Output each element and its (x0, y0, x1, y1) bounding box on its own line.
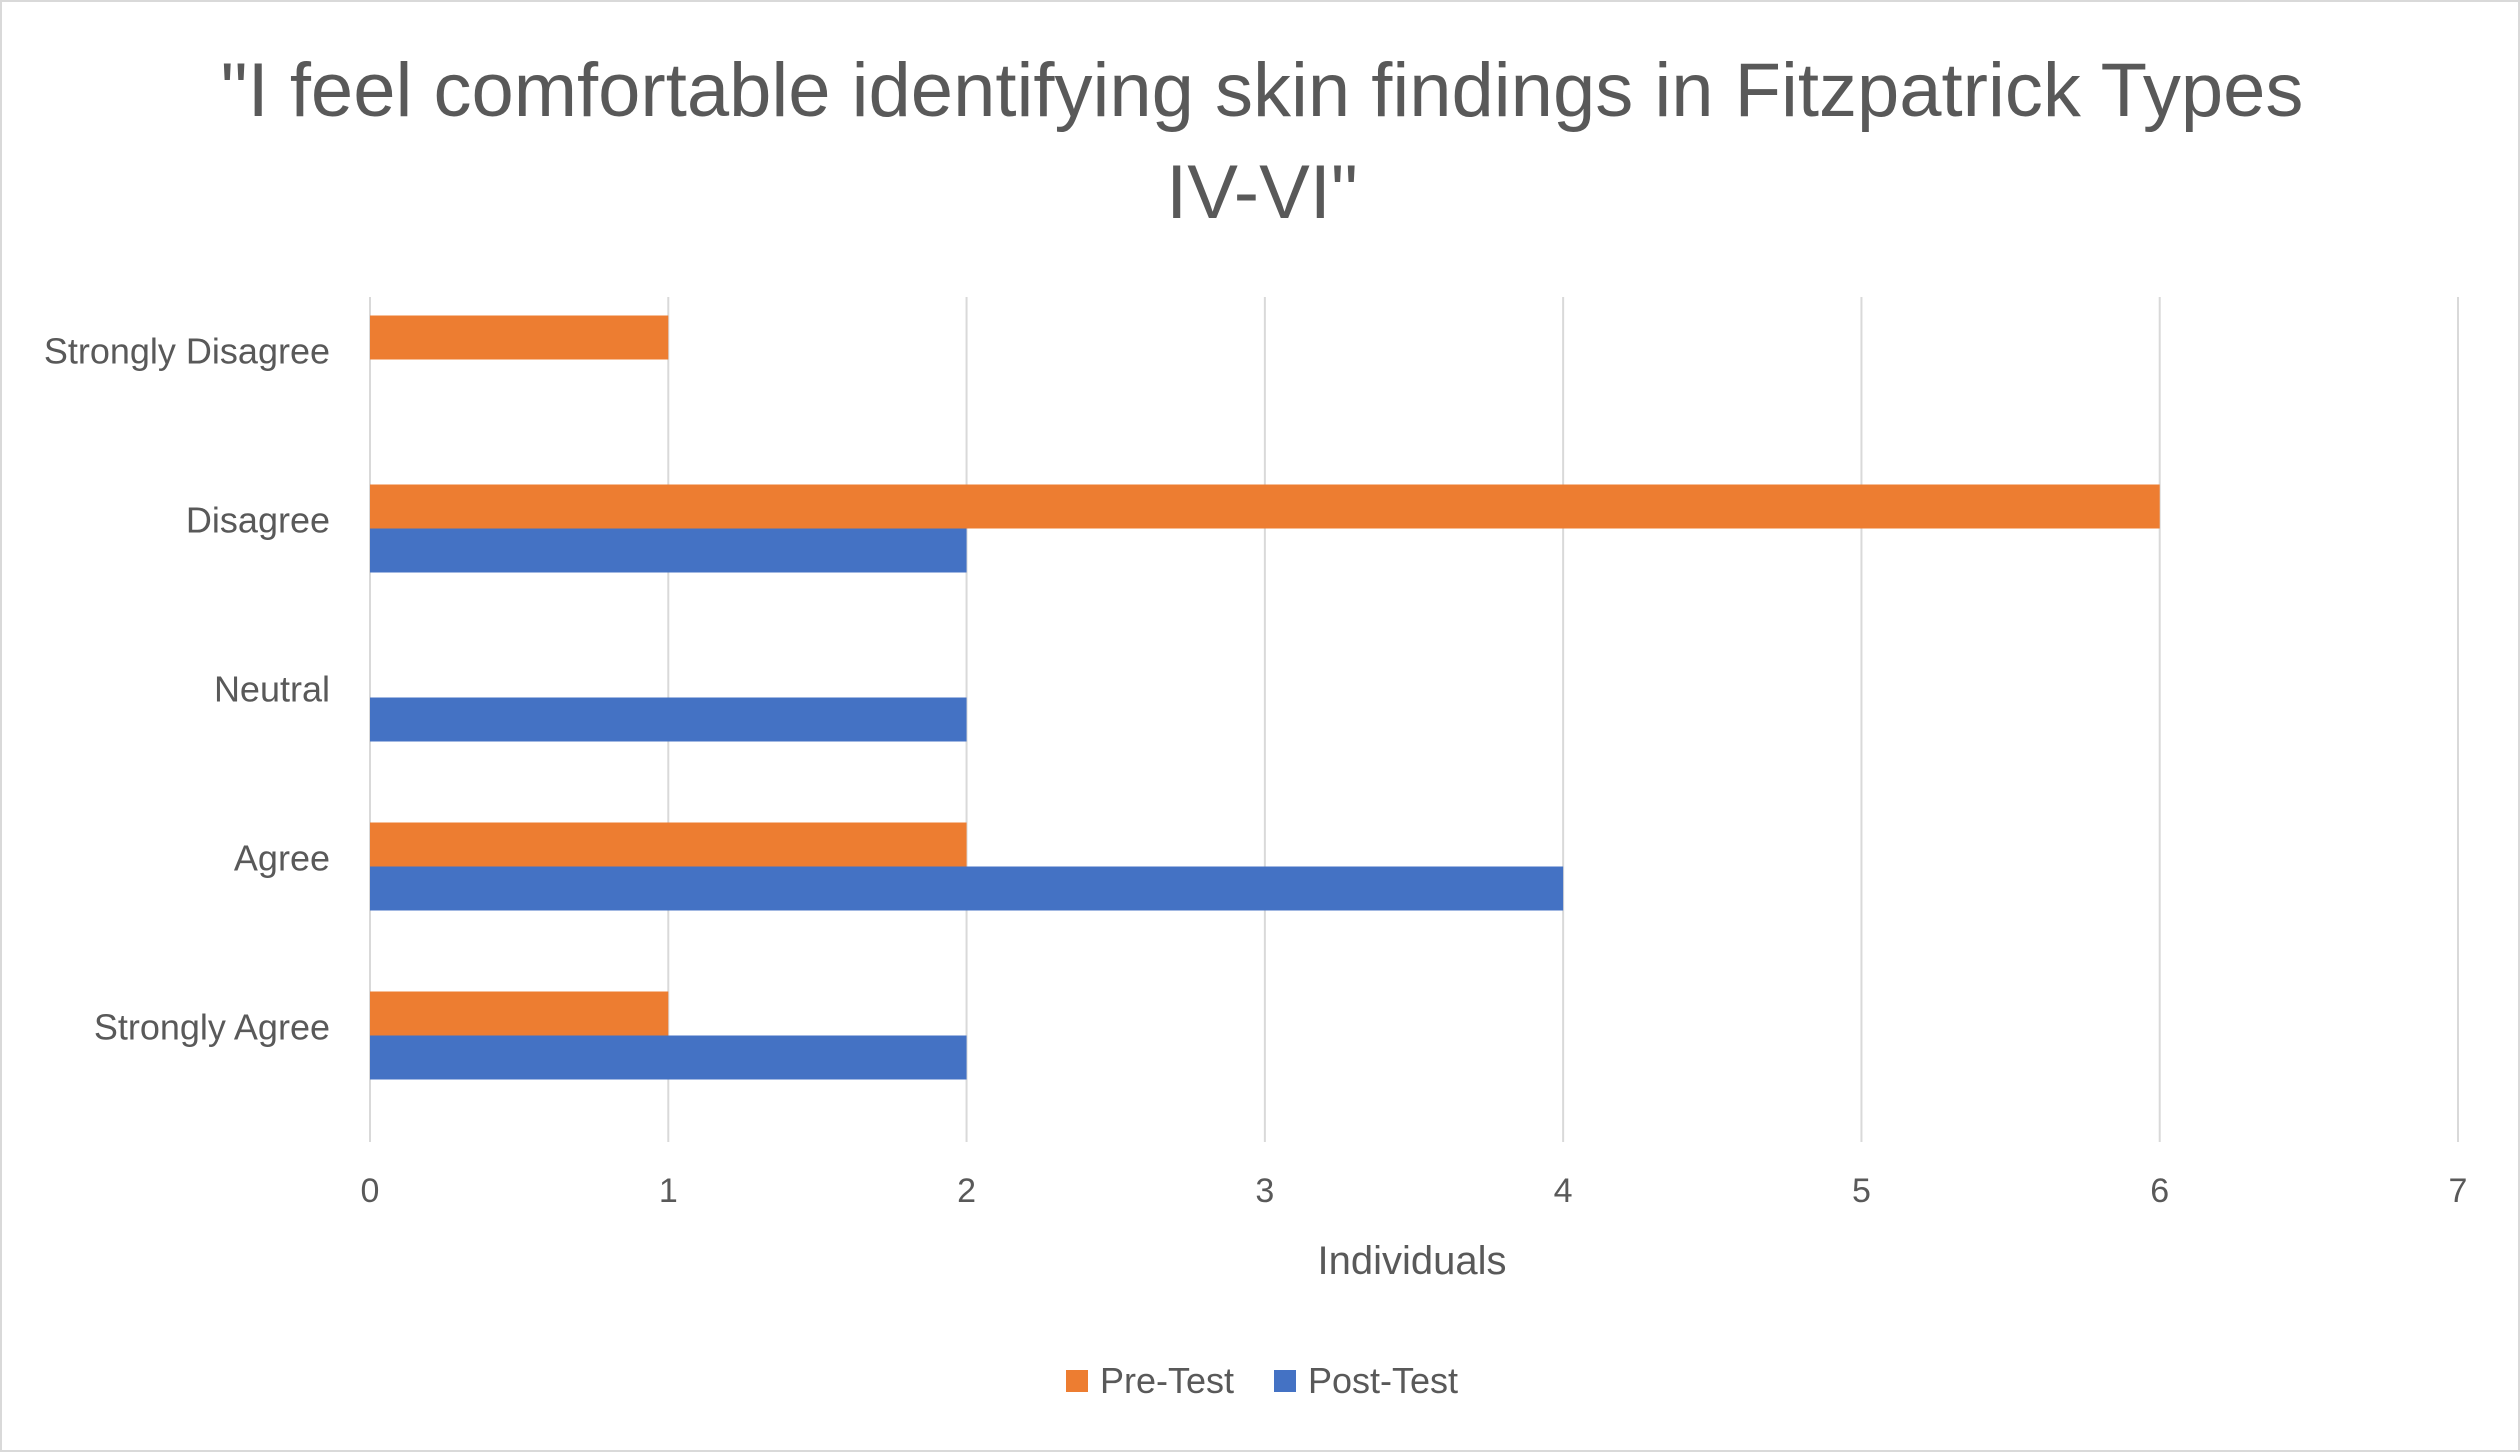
legend-label-pre-test: Pre-Test (1099, 1360, 1234, 1401)
x-axis-labels: 0 1 2 3 4 5 6 7 (361, 1172, 2468, 1210)
bar-pre-test-strongly-disagree (370, 315, 669, 360)
y-axis-labels: Strongly Disagree Disagree Neutral Agree Str… (44, 331, 330, 1048)
bars (370, 315, 2160, 1080)
bar-pre-test-strongly-agree (370, 991, 669, 1036)
bar-pre-test-disagree (370, 484, 2160, 529)
bar-post-test-agree (370, 866, 1564, 911)
legend-label-post-test: Post-Test (1308, 1360, 1459, 1401)
x-tick-label: 6 (2150, 1172, 2169, 1210)
x-tick-label: 2 (957, 1172, 976, 1210)
y-tick-label: Strongly Agree (94, 1007, 330, 1048)
x-tick-label: 1 (659, 1172, 678, 1210)
x-tick-label: 5 (1852, 1172, 1871, 1210)
bar-post-test-neutral (370, 697, 967, 742)
legend-item-pre-test: Pre-Test (1065, 1360, 1234, 1402)
y-tick-label: Neutral (214, 669, 330, 710)
legend-swatch-pre-test (1065, 1370, 1088, 1392)
bar-pre-test-agree (370, 822, 967, 867)
y-tick-label: Disagree (186, 500, 330, 541)
bar-post-test-strongly-agree (370, 1035, 967, 1080)
y-tick-label: Strongly Disagree (44, 331, 330, 372)
legend: Pre-Test Post-Test (2, 1360, 2520, 1402)
legend-swatch-post-test (1274, 1370, 1296, 1392)
x-tick-label: 0 (361, 1172, 380, 1210)
bar-post-test-disagree (370, 528, 967, 573)
plot-area: Strongly Disagree Disagree Neutral Agree Str… (44, 297, 2468, 1283)
x-tick-label: 7 (2449, 1172, 2468, 1210)
x-tick-label: 3 (1255, 1172, 1274, 1210)
y-tick-label: Agree (234, 838, 330, 879)
chart-title: "I feel comfortable identifying skin fin… (220, 48, 2304, 235)
x-tick-label: 4 (1554, 1172, 1573, 1210)
legend-item-post-test: Post-Test (1274, 1360, 1458, 1402)
x-axis-title: Individuals (1317, 1239, 1506, 1283)
